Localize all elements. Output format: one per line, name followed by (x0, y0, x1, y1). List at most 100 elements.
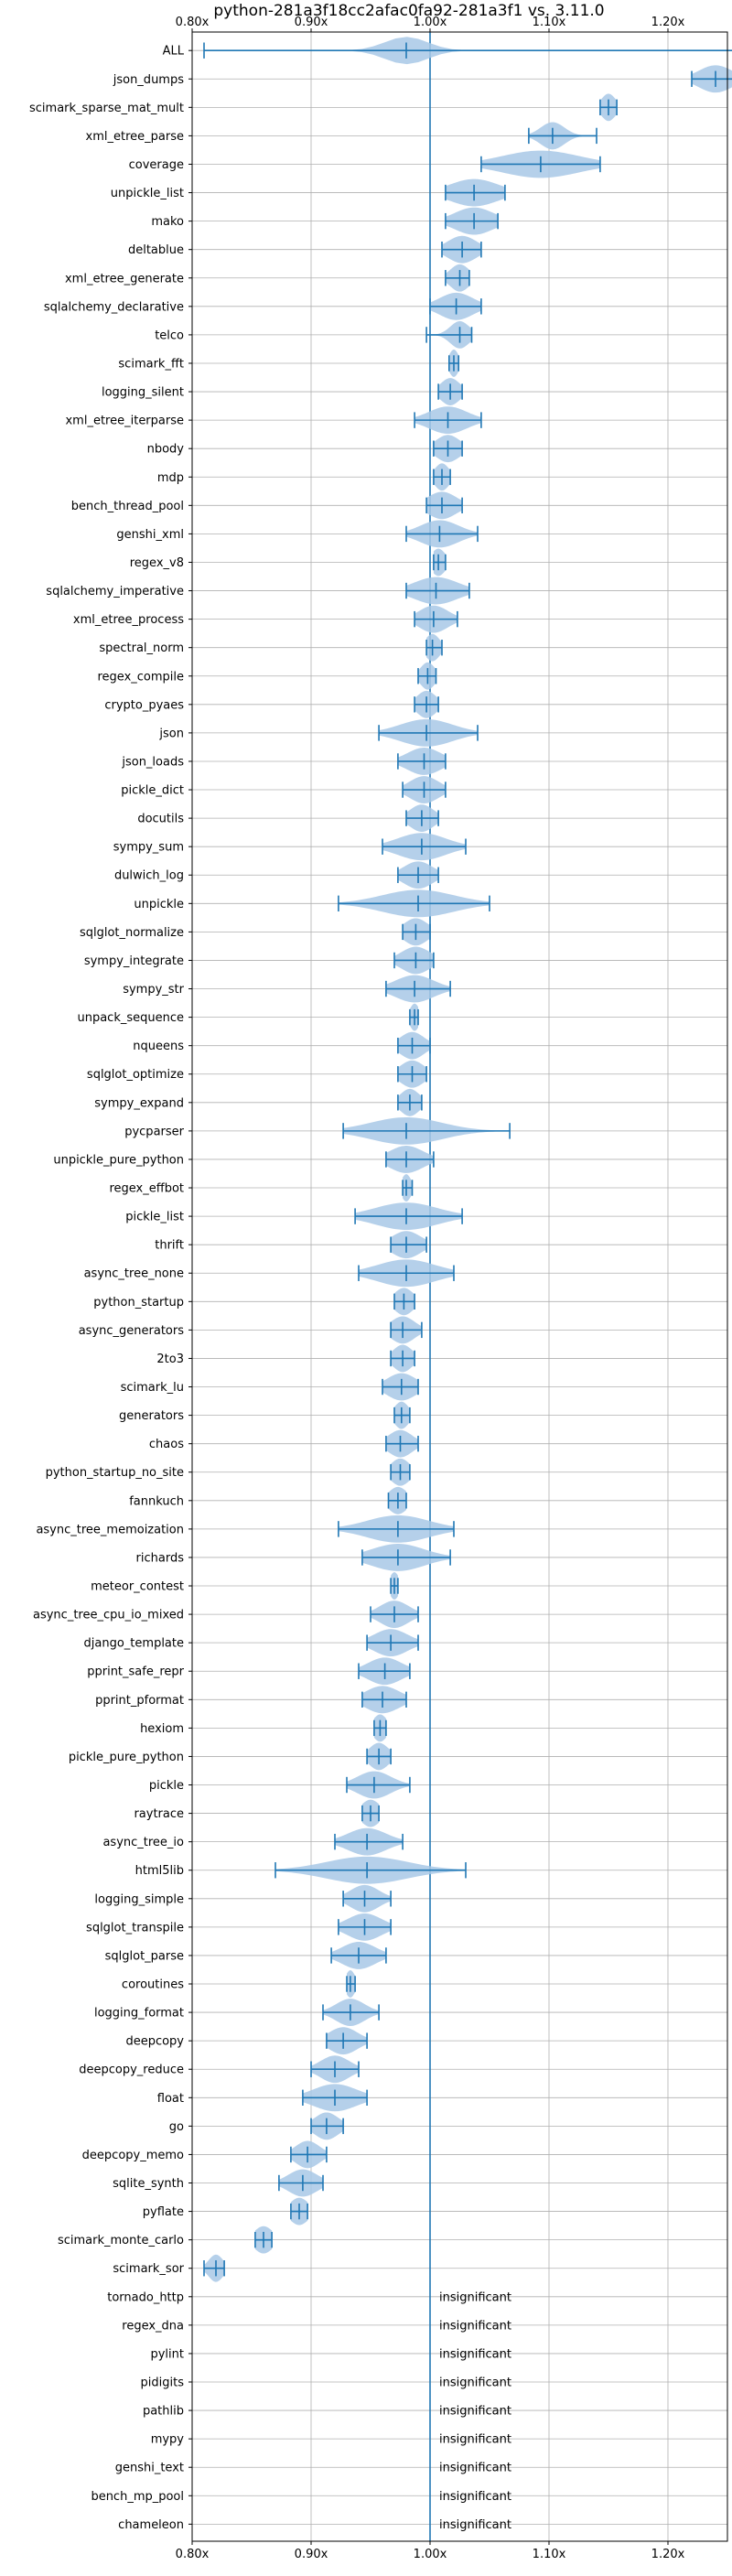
chart-title: python-281a3f18cc2afac0fa92-281a3f1 vs. … (213, 2, 604, 20)
category-label: sqlalchemy_imperative (46, 585, 184, 598)
insignificant-label: insignificant (439, 2518, 511, 2532)
category-label: json_loads (121, 755, 184, 769)
x-tick-label-bottom: 0.90x (295, 2548, 328, 2561)
category-label: pyflate (143, 2205, 184, 2219)
category-label: 2to3 (156, 1353, 184, 1366)
insignificant-label: insignificant (439, 2290, 511, 2304)
category-label: json_dumps (113, 73, 184, 87)
category-label: dulwich_log (114, 869, 184, 883)
category-label: telco (155, 329, 184, 342)
category-label: sqlglot_normalize (80, 926, 184, 940)
category-label: regex_compile (97, 670, 184, 684)
category-label: tornado_http (107, 2290, 184, 2304)
category-label: deltablue (128, 243, 184, 257)
x-tick-label-top: 1.00x (414, 16, 447, 29)
category-label: pidigits (141, 2377, 185, 2390)
category-label: deepcopy_reduce (79, 2064, 184, 2077)
category-label: sqlite_synth (113, 2177, 184, 2191)
category-label: go (169, 2120, 184, 2134)
category-label: pathlib (143, 2405, 184, 2419)
category-label: pickle (149, 1779, 184, 1793)
x-tick-label-bottom: 1.00x (414, 2548, 447, 2561)
category-label: sqlglot_optimize (87, 1068, 184, 1082)
category-label: meteor_contest (91, 1580, 184, 1594)
x-tick-label-top: 1.20x (651, 16, 685, 29)
category-label: xml_etree_iterparse (65, 415, 184, 428)
category-label: json (158, 727, 184, 740)
category-label: xml_etree_process (73, 613, 184, 627)
category-label: chaos (149, 1438, 184, 1451)
category-label: pycparser (124, 1125, 184, 1138)
category-label: bench_mp_pool (91, 2490, 184, 2504)
category-label: scimark_lu (121, 1381, 184, 1395)
category-label: html5lib (135, 1864, 184, 1878)
insignificant-label: insignificant (439, 2319, 511, 2333)
category-label: scimark_fft (118, 357, 184, 371)
category-label: chameleon (118, 2518, 184, 2532)
category-label: logging_simple (94, 1892, 184, 1906)
category-label: xml_etree_parse (86, 130, 184, 144)
category-label: nqueens (133, 1040, 184, 1053)
category-label: django_template (84, 1637, 184, 1651)
category-label: pprint_pformat (95, 1694, 184, 1708)
category-label: deepcopy_memo (82, 2149, 184, 2162)
category-label: generators (119, 1409, 184, 1423)
category-label: regex_effbot (109, 1182, 184, 1196)
category-label: sympy_str (123, 983, 184, 997)
category-label: unpack_sequence (77, 1011, 184, 1025)
category-label: async_tree_io (102, 1836, 184, 1849)
category-label: pickle_list (125, 1211, 184, 1224)
category-label: docutils (137, 813, 184, 826)
category-label: sqlglot_transpile (86, 1921, 184, 1935)
category-label: pprint_safe_repr (87, 1665, 184, 1679)
category-label: sympy_sum (113, 841, 184, 855)
category-label: mako (151, 215, 184, 229)
category-label: mypy (151, 2433, 185, 2447)
x-tick-label-top: 0.90x (295, 16, 328, 29)
category-label: unpickle_list (111, 187, 184, 200)
labels-layer: 0.80x 0.80x 0.90x 0.90x 1.00x 1.00x 1.10x 1.10x… (29, 16, 685, 2561)
x-tick-label-bottom: 0.80x (176, 2548, 210, 2561)
category-label: ALL (163, 45, 185, 59)
category-label: scimark_sor (113, 2262, 184, 2276)
category-label: async_tree_none (84, 1267, 184, 1281)
category-label: async_tree_cpu_io_mixed (33, 1609, 184, 1622)
category-label: unpickle_pure_python (53, 1153, 184, 1167)
category-label: bench_thread_pool (71, 500, 184, 513)
category-label: scimark_monte_carlo (58, 2234, 184, 2247)
category-label: richards (136, 1551, 185, 1565)
category-label: regex_v8 (130, 556, 184, 570)
category-label: sqlglot_parse (105, 1949, 184, 1963)
category-label: genshi_text (115, 2462, 184, 2475)
category-label: sympy_expand (94, 1096, 184, 1110)
category-label: scimark_sparse_mat_mult (29, 102, 184, 115)
category-label: async_tree_memoization (36, 1523, 184, 1536)
category-label: hexiom (140, 1722, 184, 1736)
category-label: async_generators (79, 1324, 185, 1338)
category-label: thrift (155, 1239, 184, 1253)
x-tick-label-top: 0.80x (176, 16, 210, 29)
category-label: float (157, 2092, 184, 2106)
plot-frame (191, 31, 728, 2542)
category-label: raytrace (134, 1807, 184, 1821)
category-label: regex_dna (122, 2319, 184, 2333)
x-tick-label-bottom: 1.20x (651, 2548, 685, 2561)
marks-layer (203, 32, 732, 2541)
insignificant-label: insignificant (439, 2490, 511, 2504)
category-label: sqlalchemy_declarative (44, 300, 184, 314)
category-label: crypto_pyaes (104, 698, 184, 712)
category-label: spectral_norm (99, 641, 184, 655)
insignificant-label: insignificant (439, 2377, 511, 2390)
insignificant-label: insignificant (439, 2405, 511, 2419)
category-label: pickle_dict (121, 784, 184, 798)
x-tick-label-bottom: 1.10x (533, 2548, 566, 2561)
category-label: logging_silent (102, 386, 184, 400)
category-label: pylint (150, 2347, 184, 2361)
insignificant-label: insignificant (439, 2462, 511, 2475)
category-label: deepcopy (125, 2035, 184, 2049)
category-label: nbody (147, 443, 185, 457)
category-label: xml_etree_generate (65, 272, 184, 286)
